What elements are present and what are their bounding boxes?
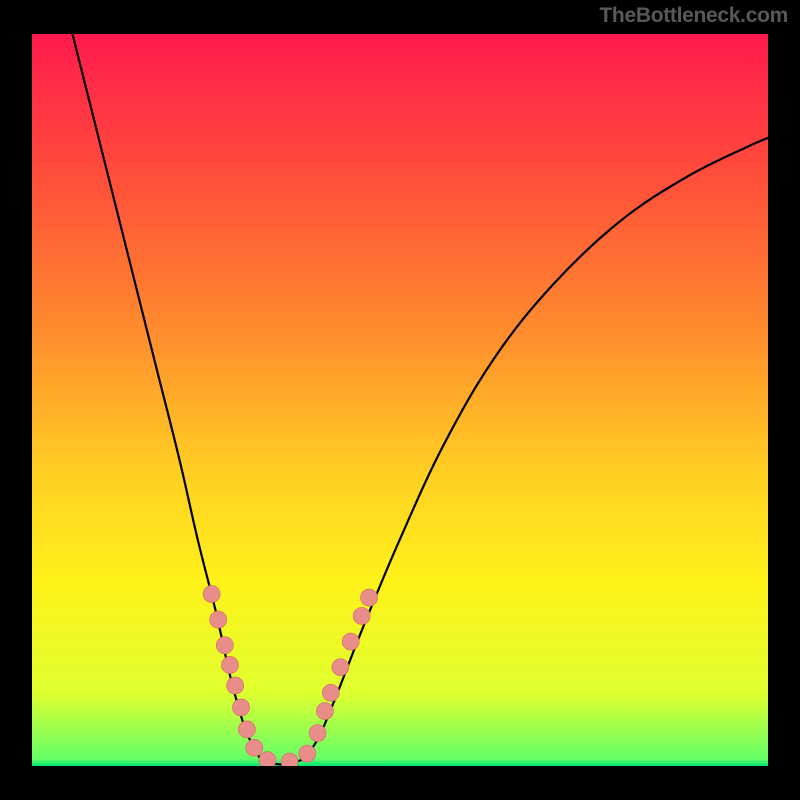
marker-point: [216, 637, 233, 654]
marker-point: [281, 753, 298, 766]
marker-point: [299, 745, 316, 762]
marker-point: [259, 752, 276, 766]
marker-point: [353, 607, 370, 624]
figure-root: TheBottleneck.com: [0, 0, 800, 800]
curve-right-branch: [304, 138, 768, 759]
chart-overlay: [32, 34, 768, 766]
marker-point: [316, 703, 333, 720]
plot-area: [32, 34, 768, 766]
marker-point: [342, 633, 359, 650]
marker-point: [221, 656, 238, 673]
marker-point: [203, 585, 220, 602]
marker-point: [332, 659, 349, 676]
marker-point: [361, 589, 378, 606]
marker-point: [210, 611, 227, 628]
marker-point: [238, 721, 255, 738]
marker-point: [227, 677, 244, 694]
marker-point: [233, 699, 250, 716]
marker-point: [309, 725, 326, 742]
watermark-text: TheBottleneck.com: [599, 4, 788, 28]
marker-point: [246, 739, 263, 756]
marker-point: [322, 684, 339, 701]
